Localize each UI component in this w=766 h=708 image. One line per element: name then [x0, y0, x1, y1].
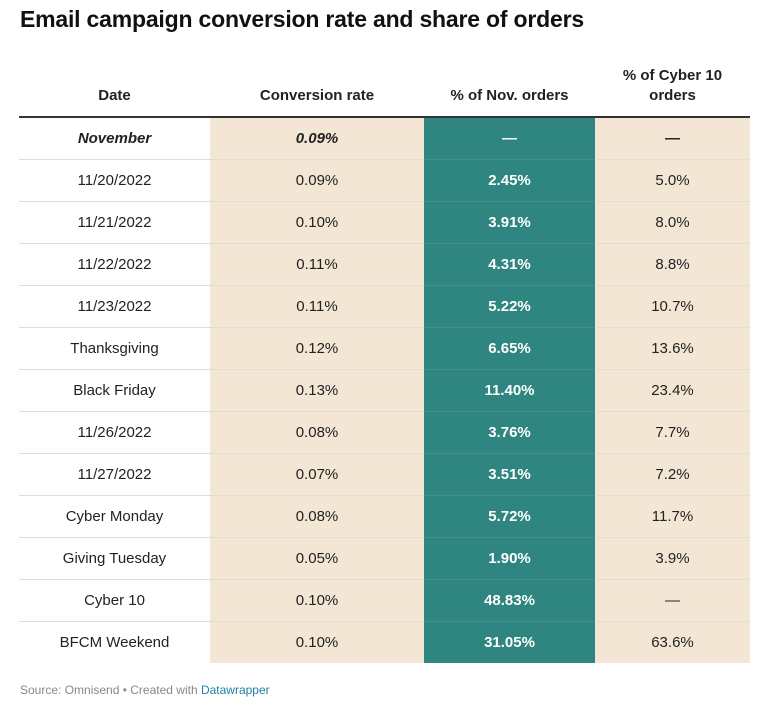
- cell-cyber10-orders: 3.9%: [595, 537, 750, 580]
- cell-date: Black Friday: [19, 369, 210, 412]
- cell-date: 11/22/2022: [19, 243, 210, 286]
- chart-title: Email campaign conversion rate and share…: [20, 6, 584, 32]
- cell-nov-orders: 3.51%: [424, 453, 595, 496]
- header-conversion-rate[interactable]: Conversion rate: [210, 62, 424, 118]
- table-row: Cyber 10 0.10% 48.83% —: [19, 579, 750, 622]
- cell-date: Cyber 10: [19, 579, 210, 622]
- cell-nov-orders: 6.65%: [424, 327, 595, 370]
- table-row: November 0.09% — —: [19, 117, 750, 160]
- table-row: Cyber Monday 0.08% 5.72% 11.7%: [19, 495, 750, 538]
- cell-cyber10-orders: 7.7%: [595, 411, 750, 454]
- header-cyber10-orders[interactable]: % of Cyber 10 orders: [595, 62, 750, 118]
- cell-conversion-rate: 0.10%: [210, 201, 424, 244]
- cell-date: BFCM Weekend: [59, 634, 170, 651]
- cell-nov-orders: 31.05%: [424, 621, 595, 663]
- cell-cyber10-orders: 11.7%: [595, 495, 750, 538]
- cell-nov-orders: 11.40%: [424, 369, 595, 412]
- cell-date: Cyber Monday: [19, 495, 210, 538]
- header-date[interactable]: Date: [19, 62, 210, 118]
- cell-cyber10-orders: —: [595, 117, 750, 160]
- table-row: 11/27/2022 0.07% 3.51% 7.2%: [19, 453, 750, 496]
- table-row: Black Friday 0.13% 11.40% 23.4%: [19, 369, 750, 412]
- cell-cyber10-orders: 63.6%: [595, 621, 750, 663]
- cell-date: Giving Tuesday: [19, 537, 210, 580]
- cell-cyber10-orders: 7.2%: [595, 453, 750, 496]
- source-note: Source: Omnisend • Created with Datawrap…: [20, 683, 270, 697]
- cell-conversion-rate: 0.10%: [210, 579, 424, 622]
- cell-nov-orders: 3.91%: [424, 201, 595, 244]
- table-row: 11/26/2022 0.08% 3.76% 7.7%: [19, 411, 750, 454]
- table-row: Giving Tuesday 0.05% 1.90% 3.9%: [19, 537, 750, 580]
- table-body: November 0.09% — —11/20/2022 0.09% 2.45% 5.0% 1…: [19, 117, 750, 663]
- cell-nov-orders: 2.45%: [424, 159, 595, 202]
- header-row: Date Conversion rate % of Nov. orders % …: [19, 62, 750, 118]
- cell-nov-orders: 4.31%: [424, 243, 595, 286]
- source-text: Source: Omnisend • Created with: [20, 683, 201, 697]
- cell-date: 11/21/2022: [19, 201, 210, 244]
- cell-conversion-rate: 0.13%: [210, 369, 424, 412]
- cell-conversion-rate: 0.07%: [210, 453, 424, 496]
- table-row: BFCM Weekend 0.10% 31.05% 63.6%: [19, 621, 750, 663]
- cell-date: Thanksgiving: [19, 327, 210, 370]
- cell-conversion-rate: 0.10%: [210, 621, 424, 663]
- cell-nov-orders: 5.22%: [424, 285, 595, 328]
- cell-date: November: [19, 117, 210, 160]
- cell-cyber10-orders: 8.8%: [595, 243, 750, 286]
- cell-cyber10-orders: 10.7%: [595, 285, 750, 328]
- table-row: 11/23/2022 0.11% 5.22% 10.7%: [19, 285, 750, 328]
- cell-nov-orders: 48.83%: [424, 579, 595, 622]
- cell-conversion-rate: 0.08%: [210, 411, 424, 454]
- cell-cyber10-orders: 13.6%: [595, 327, 750, 370]
- cell-date: 11/20/2022: [19, 159, 210, 202]
- cell-conversion-rate: 0.09%: [210, 117, 424, 160]
- cell-conversion-rate: 0.08%: [210, 495, 424, 538]
- cell-conversion-rate: 0.11%: [210, 243, 424, 286]
- table-row: 11/21/2022 0.10% 3.91% 8.0%: [19, 201, 750, 244]
- cell-nov-orders: —: [424, 117, 595, 160]
- cell-date: 11/26/2022: [19, 411, 210, 454]
- cell-cyber10-orders: 23.4%: [595, 369, 750, 412]
- cell-cyber10-orders: 5.0%: [595, 159, 750, 202]
- table-row: 11/22/2022 0.11% 4.31% 8.8%: [19, 243, 750, 286]
- cell-cyber10-orders: 8.0%: [595, 201, 750, 244]
- cell-conversion-rate: 0.09%: [210, 159, 424, 202]
- header-nov-orders[interactable]: % of Nov. orders: [424, 62, 595, 118]
- cell-date: 11/23/2022: [19, 285, 210, 328]
- cell-conversion-rate: 0.12%: [210, 327, 424, 370]
- datawrapper-link[interactable]: Datawrapper: [200, 683, 270, 697]
- cell-nov-orders: 5.72%: [424, 495, 595, 538]
- table-row: 11/20/2022 0.09% 2.45% 5.0%: [19, 159, 750, 202]
- data-table: Date Conversion rate % of Nov. orders % …: [19, 62, 750, 663]
- cell-conversion-rate: 0.05%: [210, 537, 424, 580]
- cell-nov-orders: 1.90%: [424, 537, 595, 580]
- cell-conversion-rate: 0.11%: [210, 285, 424, 328]
- cell-date: 11/27/2022: [19, 453, 210, 496]
- cell-nov-orders: 3.76%: [424, 411, 595, 454]
- table-row: Thanksgiving 0.12% 6.65% 13.6%: [19, 327, 750, 370]
- cell-cyber10-orders: —: [595, 579, 750, 622]
